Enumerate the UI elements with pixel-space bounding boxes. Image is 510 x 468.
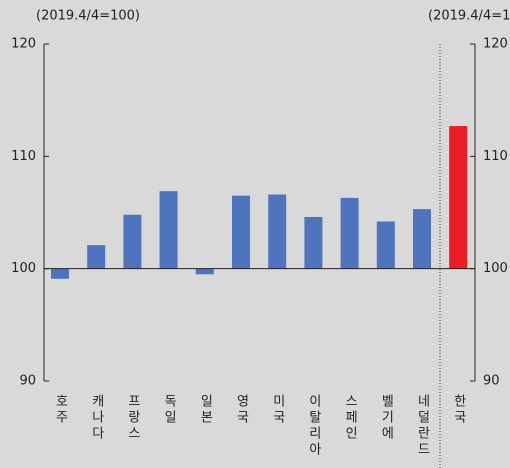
x-tick-label: 일본 — [197, 394, 212, 426]
bar — [413, 209, 431, 269]
y2-tick-label: 100 — [483, 261, 508, 276]
bar — [123, 214, 142, 269]
bar — [268, 194, 287, 269]
x-tick-label: 네덜란드 — [415, 394, 430, 458]
x-tick-label: 호주 — [53, 394, 68, 426]
y-tick-label: 90 — [19, 374, 36, 389]
x-tick-label: 스페인 — [342, 394, 357, 442]
x-tick-label: 영국 — [234, 394, 249, 426]
bar — [340, 197, 359, 269]
bar — [449, 126, 468, 269]
bar — [376, 221, 395, 269]
bar — [87, 245, 106, 269]
bar — [232, 195, 250, 269]
x-tick-label: 벨기에 — [378, 394, 393, 442]
y2-unit-label: (2019.4/4=100) — [428, 9, 510, 24]
x-tick-label: 미국 — [270, 394, 285, 426]
y-tick-label: 120 — [11, 37, 36, 52]
y2-tick-label: 110 — [483, 149, 508, 164]
x-tick-label: 한국 — [451, 394, 466, 426]
bar — [195, 268, 214, 275]
y-unit-label: (2019.4/4=100) — [36, 9, 140, 24]
y-tick-label: 110 — [11, 149, 36, 164]
x-tick-label: 이탈리아 — [306, 394, 321, 458]
y2-tick-label: 120 — [483, 37, 508, 52]
y-tick-label: 100 — [11, 261, 36, 276]
bar — [159, 191, 178, 269]
x-tick-label: 독일 — [161, 394, 176, 426]
x-tick-label: 캐나다 — [89, 394, 104, 442]
y2-tick-label: 90 — [483, 374, 500, 389]
bar — [304, 216, 323, 269]
bar — [51, 268, 69, 279]
x-tick-label: 프랑스 — [125, 394, 140, 442]
